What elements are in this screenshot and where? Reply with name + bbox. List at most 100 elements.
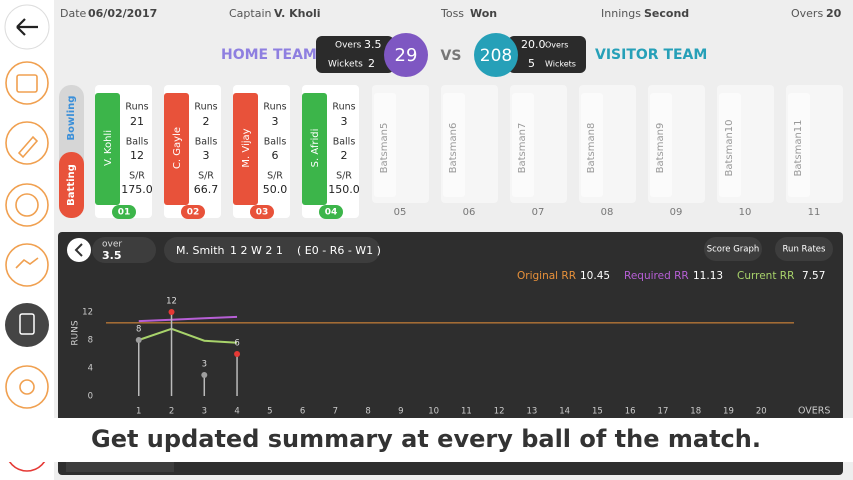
stat-value: 12 xyxy=(130,149,144,162)
legend-name: Current RR xyxy=(737,270,794,282)
batsman-number: 04 xyxy=(325,208,338,218)
x-tick-label: 19 xyxy=(723,407,734,417)
legend-name: Required RR xyxy=(624,270,689,282)
slot-name: Batsman6 xyxy=(448,123,459,174)
empty-strip xyxy=(443,93,465,197)
x-tick-label: 16 xyxy=(625,407,636,417)
stat-label: S/R xyxy=(198,171,214,182)
stat-label: Balls xyxy=(195,137,218,148)
header-value: Won xyxy=(470,7,497,20)
nav-calendar[interactable] xyxy=(5,61,49,105)
batsman-number: 01 xyxy=(118,208,131,218)
home-score: 29 xyxy=(395,45,418,66)
x-tick-label: 15 xyxy=(592,407,603,417)
stat-value: 50.0 xyxy=(263,183,288,196)
batsman-strip xyxy=(164,93,189,205)
batsman-badge xyxy=(250,205,274,219)
run-dot xyxy=(201,372,208,378)
home-team-name: HOME TEAM xyxy=(221,47,317,63)
empty-strip xyxy=(788,93,810,197)
empty-strip xyxy=(374,93,396,197)
icon xyxy=(19,313,35,335)
label: Overs xyxy=(545,41,568,50)
icon xyxy=(16,74,38,93)
stat-label: Balls xyxy=(333,137,356,148)
bowler-name: M. Smith xyxy=(176,244,225,257)
empty-strip xyxy=(512,93,534,197)
slot-number: 11 xyxy=(808,207,821,218)
run-label: 12 xyxy=(166,297,177,307)
over-label: over xyxy=(102,240,122,250)
back-button[interactable] xyxy=(4,4,50,50)
x-tick-label: 7 xyxy=(333,407,338,417)
x-tick-label: 18 xyxy=(690,407,701,417)
header-value: 06/02/2017 xyxy=(88,7,157,20)
stat-label: Runs xyxy=(125,102,148,113)
x-tick-label: 12 xyxy=(494,407,505,417)
batsman-number: 02 xyxy=(187,208,200,218)
over-pill xyxy=(92,237,156,263)
stat-label: Balls xyxy=(126,137,149,148)
label: Wickets xyxy=(545,60,576,69)
nav-summary[interactable] xyxy=(5,303,49,347)
stat-label: Balls xyxy=(264,137,287,148)
x-tick-label: 6 xyxy=(300,407,305,417)
stat-value: 3 xyxy=(203,149,210,162)
x-tick-label: 3 xyxy=(202,407,207,417)
panel-back-arrow xyxy=(74,243,83,257)
nav-ball[interactable] xyxy=(5,183,49,227)
x-tick-label: 20 xyxy=(756,407,767,417)
stat-value: 3 xyxy=(272,115,279,128)
legend-value: 10.45 xyxy=(580,270,610,282)
x-tick-label: 8 xyxy=(365,407,370,417)
toggle-batting-label: Batting xyxy=(66,164,77,206)
empty-strip xyxy=(719,93,741,197)
label: Wickets xyxy=(328,60,363,70)
header-label: Captain xyxy=(229,7,272,20)
nav-settings[interactable] xyxy=(5,365,49,409)
stat-value: 175.0 xyxy=(121,183,153,196)
x-tick-label: 9 xyxy=(398,407,403,417)
run-dot xyxy=(168,309,175,315)
panel-back[interactable] xyxy=(67,238,91,262)
batsman-name: V. Kohli xyxy=(103,130,114,166)
x-tick-label: 4 xyxy=(234,407,239,417)
batsman-strip xyxy=(233,93,258,205)
empty-strip xyxy=(650,93,672,197)
stat-label: S/R xyxy=(267,171,283,182)
value: 5 xyxy=(528,57,535,70)
value: 20.0 xyxy=(521,38,546,51)
panel-button[interactable] xyxy=(704,237,762,261)
slot-name: Batsman5 xyxy=(379,123,390,174)
value: 2 xyxy=(368,57,375,70)
batsman-strip xyxy=(302,93,327,205)
header-label: Date xyxy=(60,7,87,20)
sidebar xyxy=(0,0,54,480)
toggle-bowling: Bowling xyxy=(66,96,77,141)
x-tick-label: 10 xyxy=(428,407,439,417)
batsman-number: 03 xyxy=(256,208,269,218)
panel-button-label: Run Rates xyxy=(783,245,826,255)
header-label: Toss xyxy=(440,7,464,20)
run-label: 6 xyxy=(234,339,239,349)
panel-button[interactable] xyxy=(775,237,833,261)
header-value: 20 xyxy=(826,7,842,20)
stat-value: 66.7 xyxy=(194,183,219,196)
nav-bat[interactable] xyxy=(5,121,49,165)
x-tick-label: 5 xyxy=(267,407,272,417)
stat-value: 6 xyxy=(272,149,279,162)
x-tick-label: 2 xyxy=(169,407,174,417)
nav-team[interactable] xyxy=(5,243,49,287)
toggle-batting[interactable] xyxy=(59,152,84,218)
home-score-circle xyxy=(384,33,428,77)
icon xyxy=(19,379,35,395)
empty-strip xyxy=(581,93,603,197)
label: Overs xyxy=(335,41,362,51)
stat-value: 3 xyxy=(341,115,348,128)
slot-number: 10 xyxy=(739,207,752,218)
stat-label: Runs xyxy=(263,102,286,113)
panel-button-label: Score Graph xyxy=(707,245,760,255)
back-arrow xyxy=(16,18,38,36)
y-tick-label: 0 xyxy=(88,392,93,402)
